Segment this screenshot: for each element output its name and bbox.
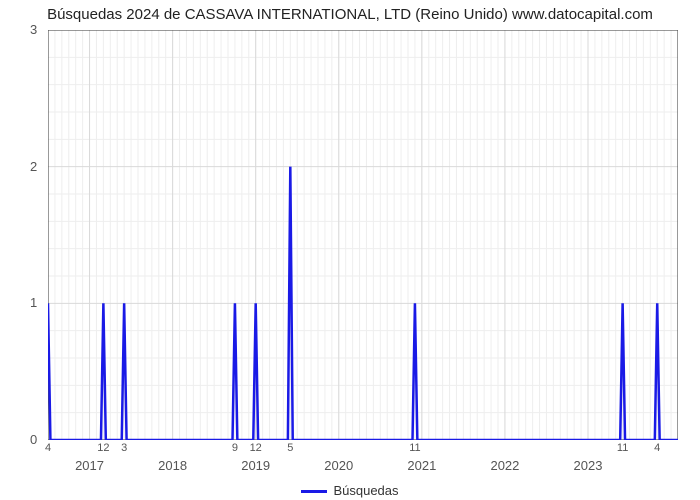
axis-tick-label: 0 bbox=[30, 432, 37, 447]
axis-tick-label: 2017 bbox=[75, 458, 104, 473]
axis-tick-label: 1 bbox=[30, 295, 37, 310]
axis-tick-label: 3 bbox=[30, 22, 37, 37]
axis-tick-label: 2021 bbox=[407, 458, 436, 473]
axis-tick-label: 2023 bbox=[574, 458, 603, 473]
axis-tick-label: 3 bbox=[121, 442, 127, 454]
legend-swatch bbox=[301, 490, 327, 493]
axis-tick-label: 2019 bbox=[241, 458, 270, 473]
axis-tick-label: 9 bbox=[232, 442, 238, 454]
axis-tick-label: 2020 bbox=[324, 458, 353, 473]
chart-plot bbox=[48, 30, 678, 440]
axis-tick-label: 2 bbox=[30, 159, 37, 174]
chart-title: Búsquedas 2024 de CASSAVA INTERNATIONAL,… bbox=[0, 6, 700, 23]
axis-tick-label: 5 bbox=[287, 442, 293, 454]
axis-tick-label: 4 bbox=[654, 442, 660, 454]
axis-tick-label: 12 bbox=[250, 442, 262, 454]
axis-tick-label: 11 bbox=[617, 442, 628, 454]
legend-label: Búsquedas bbox=[333, 483, 398, 498]
axis-tick-label: 4 bbox=[45, 442, 51, 454]
axis-tick-label: 2022 bbox=[490, 458, 519, 473]
legend: Búsquedas bbox=[0, 483, 700, 498]
axis-tick-label: 11 bbox=[409, 442, 420, 454]
axis-tick-label: 12 bbox=[97, 442, 109, 454]
axis-tick-label: 2018 bbox=[158, 458, 187, 473]
